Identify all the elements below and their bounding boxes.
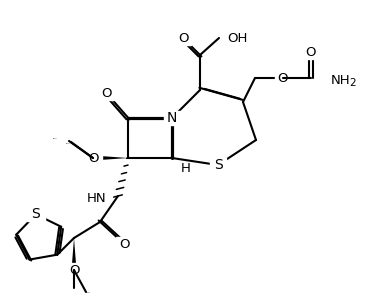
Text: O: O (306, 46, 316, 58)
Text: HN: HN (86, 192, 106, 204)
Text: O: O (69, 263, 79, 277)
Polygon shape (66, 263, 82, 277)
Text: O: O (119, 237, 129, 251)
Text: Methyl: Methyl (66, 142, 70, 144)
Text: NH: NH (331, 73, 351, 87)
Polygon shape (116, 237, 132, 251)
Polygon shape (303, 45, 319, 59)
Polygon shape (210, 158, 226, 172)
Polygon shape (164, 111, 180, 125)
Text: Methyl: Methyl (53, 137, 57, 139)
Text: methyl: methyl (86, 291, 90, 293)
Text: S: S (32, 207, 40, 221)
Polygon shape (98, 86, 114, 100)
Text: O: O (278, 72, 288, 84)
Text: O: O (88, 151, 98, 165)
Text: 2: 2 (349, 78, 356, 88)
Polygon shape (275, 71, 291, 85)
Text: O: O (178, 32, 188, 44)
Text: H: H (181, 162, 191, 174)
Polygon shape (71, 238, 77, 270)
Polygon shape (84, 151, 102, 165)
Polygon shape (175, 31, 191, 45)
Text: N: N (167, 111, 177, 125)
Polygon shape (27, 207, 45, 221)
Text: OH: OH (227, 32, 247, 44)
Polygon shape (93, 155, 128, 161)
Text: O: O (101, 87, 111, 99)
Text: S: S (214, 158, 222, 172)
